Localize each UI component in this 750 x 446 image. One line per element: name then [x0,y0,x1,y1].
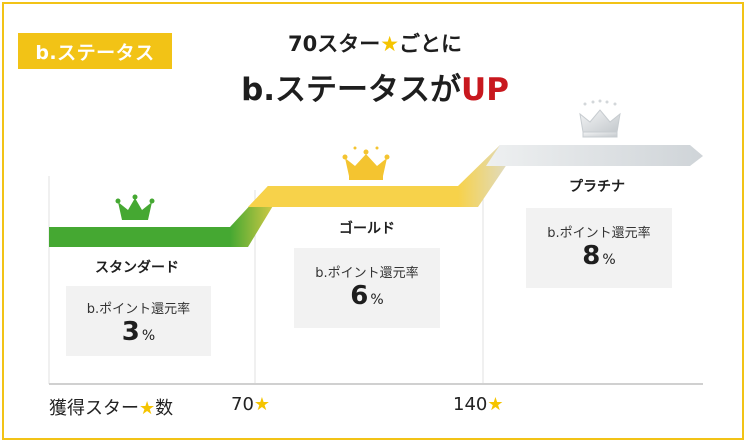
crown-icon [579,99,621,138]
rate-box-platinum: b.ポイント還元率 8% [526,208,672,288]
rate-box-standard: b.ポイント還元率 3% [66,286,211,356]
star-icon: ★ [487,394,504,415]
crown-icon [115,194,155,220]
rate-box-gold: b.ポイント還元率 6% [294,248,440,328]
band-gold-body [256,186,458,207]
band-platinum [486,145,703,166]
rate-value: 8% [582,241,616,271]
status-badge: b.ステータス [18,33,172,69]
tier-name-gold: ゴールド [339,221,395,237]
axis-label: 獲得スター★数 [49,398,174,419]
headline-line2: b.ステータスがUP [241,72,509,108]
tier-name-platinum: プラチナ [569,179,625,195]
rate-label: b.ポイント還元率 [86,302,191,317]
rate-label: b.ポイント還元率 [547,226,651,241]
rate-value: 6% [350,281,384,311]
crown-icon [342,146,390,180]
star-icon: ★ [253,394,271,415]
axis-tick-70: 70★ [231,394,271,415]
star-icon: ★ [380,32,400,56]
band-standard [49,227,230,247]
star-icon: ★ [139,398,156,419]
tier-name-standard: スタンダード [95,260,179,276]
rate-label: b.ポイント還元率 [315,266,419,281]
up-text: UP [461,72,509,108]
axis-tick-140: 140★ [453,394,504,415]
headline-line1: 70スター★ごとに [287,32,463,56]
rate-value: 3% [121,317,156,347]
